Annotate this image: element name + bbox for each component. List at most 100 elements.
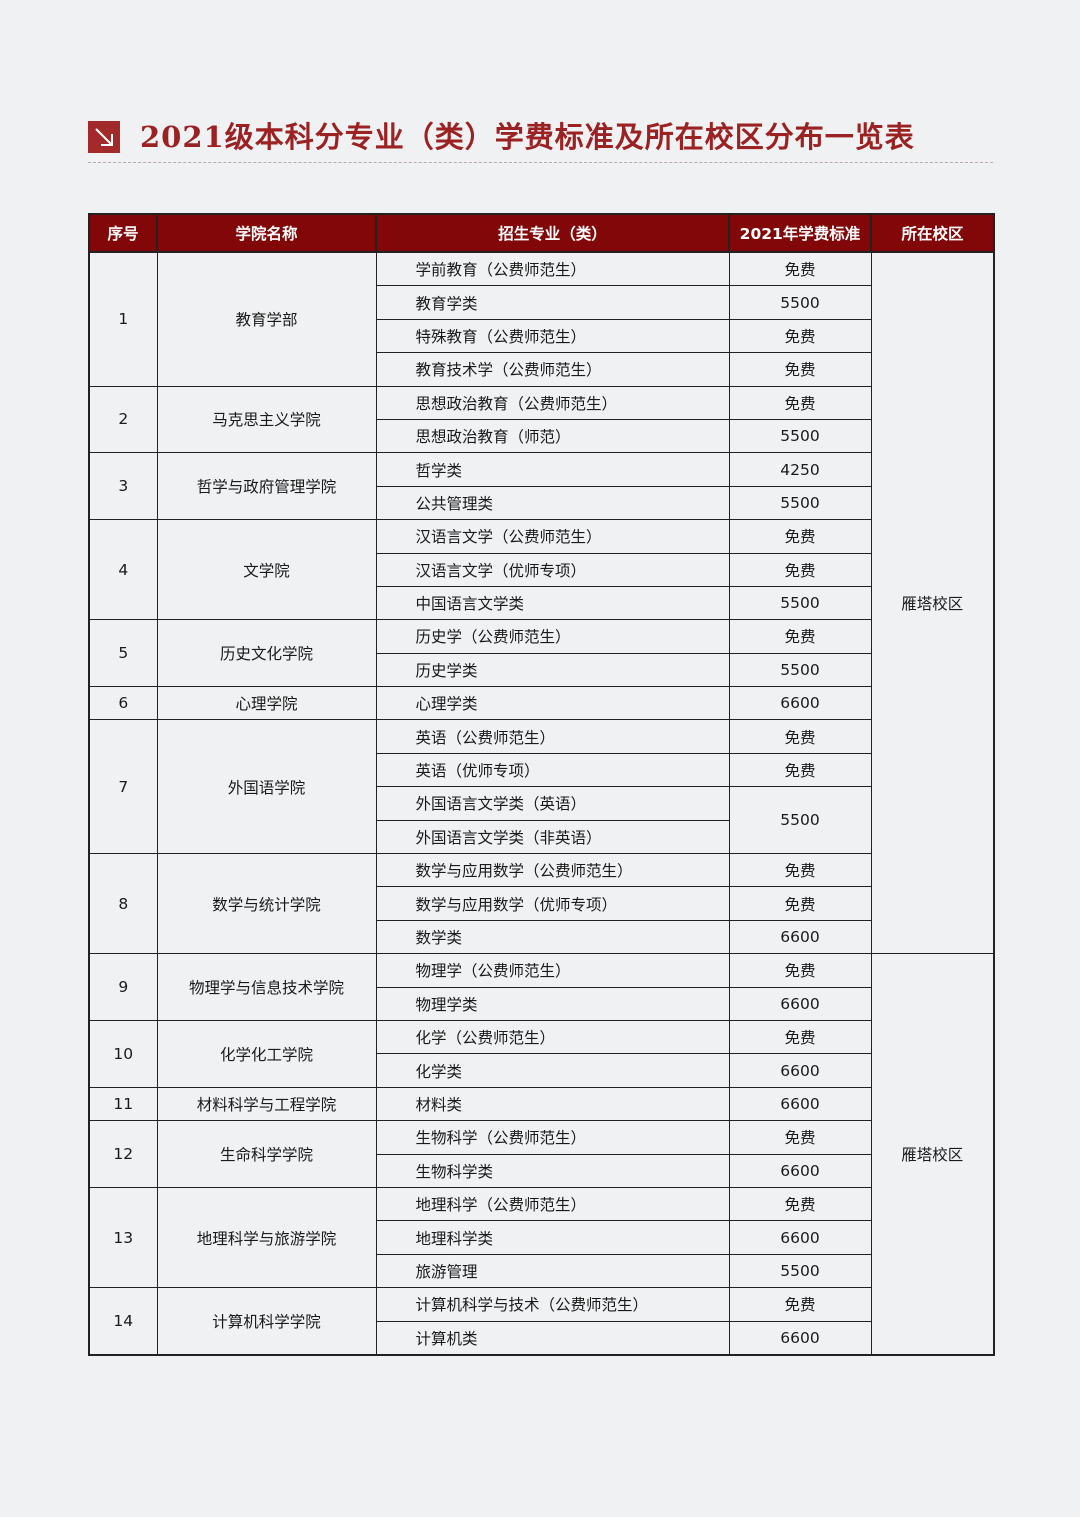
table-row: 公共管理类 5500 — [89, 485, 994, 521]
major-name: 教育学类 — [375, 285, 730, 320]
major-name: 生物科学类 — [375, 1153, 730, 1188]
tuition-fee: 5500 — [728, 285, 872, 320]
table-row: 1 教育学部 学前教育（公费师范生） 免费 雁塔校区 — [88, 251, 995, 955]
college-name: 地理科学与旅游学院 — [156, 1186, 377, 1289]
table-row: 中国语言文学类 5500 — [89, 585, 994, 621]
tuition-fee: 6600 — [728, 1053, 872, 1088]
major-name: 特殊教育（公费师范生） — [375, 318, 730, 354]
table-row: 13 地理科学与旅游学院 地理科学（公费师范生） 免费 — [88, 1186, 994, 1289]
tuition-fee: 5500 — [728, 485, 872, 521]
tuition-table: 序号 学院名称 招生专业（类） 2021年学费标准 所在校区 1 教育学部 学前教育… — [88, 213, 995, 1356]
header-no: 序号 — [88, 213, 158, 253]
major-name: 生物科学（公费师范生） — [375, 1120, 730, 1155]
major-name: 思想政治教育（师范） — [375, 418, 730, 454]
tuition-fee: 免费 — [728, 552, 872, 587]
tuition-fee: 6600 — [728, 1220, 872, 1255]
table-row: 地理科学类 6600 — [89, 1220, 994, 1255]
tuition-fee: 免费 — [728, 1287, 872, 1322]
table-row: 汉语言文学（优师专项） 免费 — [89, 552, 994, 587]
tuition-fee: 4250 — [728, 452, 872, 487]
major-name: 物理学（公费师范生） — [375, 953, 730, 988]
college-name: 外国语学院 — [156, 719, 377, 855]
table-row: 教育学类 5500 — [89, 285, 994, 320]
table-row: 5 历史文化学院 历史学（公费师范生） 免费 — [88, 619, 994, 688]
major-name: 计算机类 — [375, 1320, 730, 1356]
tuition-fee: 5500 — [728, 585, 872, 621]
tuition-fee: 免费 — [728, 385, 872, 420]
major-name: 教育技术学（公费师范生） — [375, 352, 730, 387]
table-row: 历史学类 5500 — [89, 652, 994, 688]
college-number: 8 — [88, 853, 158, 955]
page-title: 2021级本科分专业（类）学费标准及所在校区分布一览表 — [140, 120, 915, 154]
major-name: 汉语言文学（公费师范生） — [375, 519, 730, 554]
college-name: 心理学院 — [156, 686, 377, 721]
major-name: 外国语言文学类（英语） — [375, 786, 730, 821]
header-campus: 所在校区 — [870, 213, 995, 253]
college-name: 数学与统计学院 — [156, 853, 377, 955]
table-header-row: 序号 学院名称 招生专业（类） 2021年学费标准 所在校区 — [88, 213, 995, 253]
major-name: 英语（公费师范生） — [375, 719, 730, 754]
college-name: 生命科学学院 — [156, 1120, 377, 1188]
college-name: 文学院 — [156, 519, 377, 621]
tuition-fee: 免费 — [728, 886, 872, 921]
header-major: 招生专业（类） — [375, 213, 730, 253]
college-name: 教育学部 — [156, 251, 377, 387]
campus-name: 雁塔校区 — [870, 953, 995, 1356]
major-name: 化学类 — [375, 1053, 730, 1088]
tuition-fee: 免费 — [728, 1120, 872, 1155]
college-number: 3 — [88, 452, 158, 521]
title-bar: 2021级本科分专业（类）学费标准及所在校区分布一览表 — [88, 118, 993, 163]
college-name: 材料科学与工程学院 — [156, 1086, 377, 1122]
tuition-fee: 免费 — [728, 251, 872, 287]
college-name: 化学化工学院 — [156, 1019, 377, 1088]
tuition-fee: 免费 — [728, 719, 872, 754]
major-name: 公共管理类 — [375, 485, 730, 521]
major-name: 材料类 — [375, 1086, 730, 1122]
college-number: 2 — [88, 385, 158, 454]
table-row: 数学类 6600 — [89, 919, 994, 955]
table-row: 化学类 6600 — [89, 1053, 994, 1088]
college-number: 6 — [88, 686, 158, 721]
college-number: 1 — [88, 251, 158, 387]
college-name: 马克思主义学院 — [156, 385, 377, 454]
tuition-fee: 5500 — [728, 1253, 872, 1289]
table-row: 3 哲学与政府管理学院 哲学类 4250 — [88, 452, 994, 521]
major-name: 学前教育（公费师范生） — [375, 251, 730, 287]
table-row: 11 材料科学与工程学院 材料类 6600 — [88, 1086, 994, 1122]
college-name: 物理学与信息技术学院 — [156, 953, 377, 1021]
tuition-fee: 6600 — [728, 919, 872, 955]
table-row: 6 心理学院 心理学类 6600 — [88, 686, 994, 721]
tuition-fee: 免费 — [728, 953, 872, 988]
tuition-fee: 6600 — [728, 1153, 872, 1188]
major-name: 地理科学（公费师范生） — [375, 1186, 730, 1222]
table-row: 14 计算机科学学院 计算机科学与技术（公费师范生） 免费 — [88, 1287, 994, 1356]
table-row: 生物科学类 6600 — [89, 1153, 994, 1188]
tuition-fee: 免费 — [728, 318, 872, 354]
college-number: 7 — [88, 719, 158, 855]
major-name: 数学与应用数学（优师专项） — [375, 886, 730, 921]
major-name: 物理学类 — [375, 986, 730, 1021]
header-fee: 2021年学费标准 — [728, 213, 872, 253]
college-number: 12 — [88, 1120, 158, 1188]
college-name: 历史文化学院 — [156, 619, 377, 688]
college-number: 10 — [88, 1019, 158, 1088]
major-name: 化学（公费师范生） — [375, 1019, 730, 1055]
tuition-fee: 5500 — [728, 652, 872, 688]
major-name: 汉语言文学（优师专项） — [375, 552, 730, 587]
table-row: 7 外国语学院 英语（公费师范生） 免费 — [88, 719, 994, 855]
major-name: 历史学（公费师范生） — [375, 619, 730, 654]
table-row: 计算机类 6600 — [89, 1320, 994, 1356]
college-number: 4 — [88, 519, 158, 621]
tuition-fee: 6600 — [728, 1086, 872, 1122]
college-name: 计算机科学学院 — [156, 1287, 377, 1356]
tuition-fee: 免费 — [728, 752, 872, 788]
college-number: 5 — [88, 619, 158, 688]
tuition-fee: 6600 — [728, 686, 872, 721]
arrow-down-right-icon — [88, 121, 120, 153]
major-name: 地理科学类 — [375, 1220, 730, 1255]
header-college: 学院名称 — [156, 213, 377, 253]
tuition-fee: 5500 — [728, 418, 872, 454]
table-row: 8 数学与统计学院 数学与应用数学（公费师范生） 免费 — [88, 853, 994, 955]
tuition-fee: 5500 — [728, 786, 872, 855]
major-name: 思想政治教育（公费师范生） — [375, 385, 730, 420]
